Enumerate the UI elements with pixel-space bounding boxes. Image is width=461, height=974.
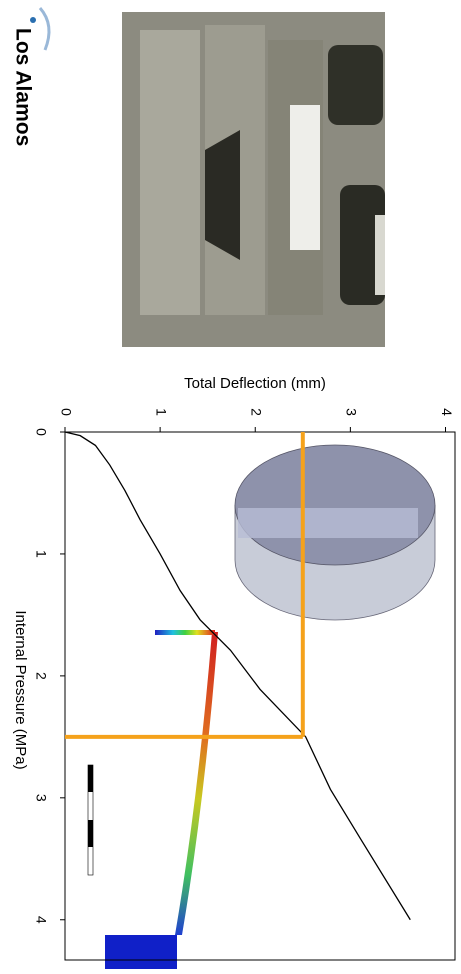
- deflection-curve: [64, 431, 411, 921]
- plot-frame: [64, 431, 456, 961]
- x-tick-label: 4: [33, 916, 49, 924]
- y-tick-label: 1: [153, 408, 169, 416]
- x-tick-label: 3: [33, 794, 49, 802]
- logo-text: Los Alamos: [11, 28, 34, 146]
- x-tick-label: 2: [33, 672, 49, 680]
- fe-color-legend: [155, 630, 215, 635]
- y-axis-title: Total Deflection (mm): [184, 375, 326, 392]
- x-tick-label: 0: [33, 428, 49, 436]
- x-tick-label: 1: [33, 550, 49, 558]
- fe-cylinder: [234, 444, 436, 621]
- fe-deformed-plate: [175, 632, 218, 935]
- fe-scale-bar: [87, 764, 94, 876]
- y-tick-label: 2: [249, 408, 265, 416]
- y-tick-label: 0: [58, 408, 74, 416]
- x-axis-title: Internal Pressure (MPa): [12, 610, 29, 769]
- logo-dot: [30, 17, 36, 23]
- y-tick-label: 3: [344, 408, 360, 416]
- fe-support: [105, 935, 177, 969]
- photo: [122, 12, 385, 347]
- y-tick-label: 4: [439, 408, 455, 416]
- logo-swoosh: [38, 7, 51, 51]
